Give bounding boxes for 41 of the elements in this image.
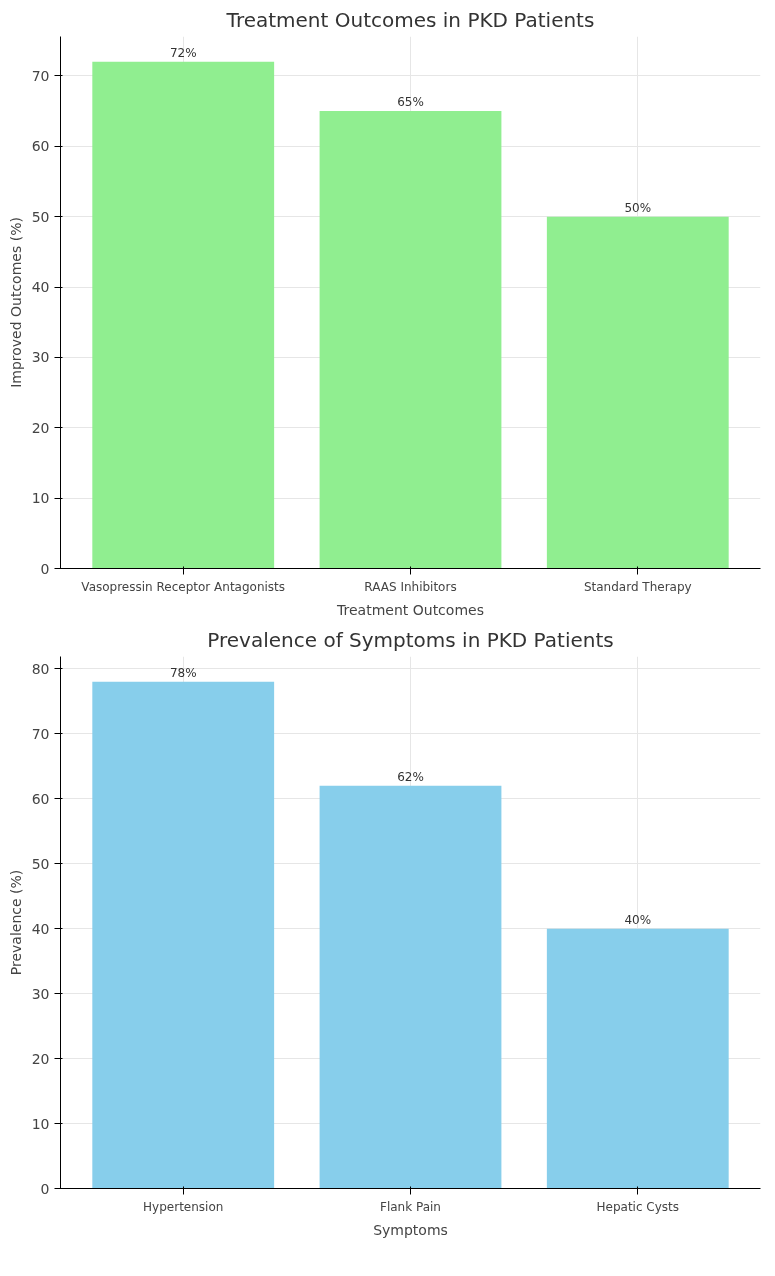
- bar: [92, 61, 275, 569]
- x-tick-label: Flank Pain: [380, 1199, 441, 1214]
- y-axis-title: Improved Outcomes (%): [7, 217, 24, 388]
- y-tick-label: 10: [31, 490, 50, 507]
- data-label: 78%: [169, 665, 197, 680]
- data-label: 40%: [624, 912, 652, 927]
- y-tick-label: 50: [31, 208, 50, 225]
- x-axis-title: Treatment Outcomes: [336, 601, 484, 618]
- x-tick-label: RAAS Inhibitors: [364, 579, 457, 594]
- y-tick-label: 40: [31, 920, 50, 937]
- y-tick-label: 0: [40, 560, 50, 577]
- data-label: 62%: [397, 769, 424, 784]
- y-tick-label: 50: [31, 855, 50, 872]
- chart-title: Treatment Outcomes in PKD Patients: [225, 7, 595, 32]
- x-tick-label: Hypertension: [143, 1199, 224, 1214]
- bar: [92, 681, 275, 1189]
- y-tick-label: 80: [31, 660, 50, 677]
- bar: [319, 111, 502, 569]
- data-label: 65%: [397, 95, 424, 110]
- bar: [319, 785, 502, 1189]
- x-tick-label: Standard Therapy: [583, 579, 692, 594]
- y-tick-label: 20: [31, 1050, 50, 1067]
- x-axis-title: Symptoms: [373, 1221, 448, 1238]
- data-label: 72%: [169, 45, 197, 60]
- y-tick-label: 60: [31, 138, 50, 155]
- x-tick-label: Vasopressin Receptor Antagonists: [81, 579, 286, 594]
- y-tick-label: 60: [31, 790, 50, 807]
- y-tick-label: 40: [31, 279, 50, 296]
- y-tick-label: 0: [40, 1180, 50, 1197]
- y-tick-label: 70: [31, 67, 50, 84]
- y-tick-label: 30: [31, 985, 50, 1002]
- x-tick-label: Hepatic Cysts: [596, 1199, 680, 1214]
- data-label: 50%: [624, 200, 652, 215]
- y-tick-label: 70: [31, 725, 50, 742]
- y-axis-title: Prevalence (%): [7, 869, 24, 976]
- y-tick-label: 30: [31, 349, 50, 366]
- chart-title: Prevalence of Symptoms in PKD Patients: [207, 627, 614, 652]
- y-tick-label: 20: [31, 419, 50, 436]
- bar: [546, 216, 729, 569]
- bar: [546, 928, 729, 1189]
- y-tick-label: 10: [31, 1115, 50, 1132]
